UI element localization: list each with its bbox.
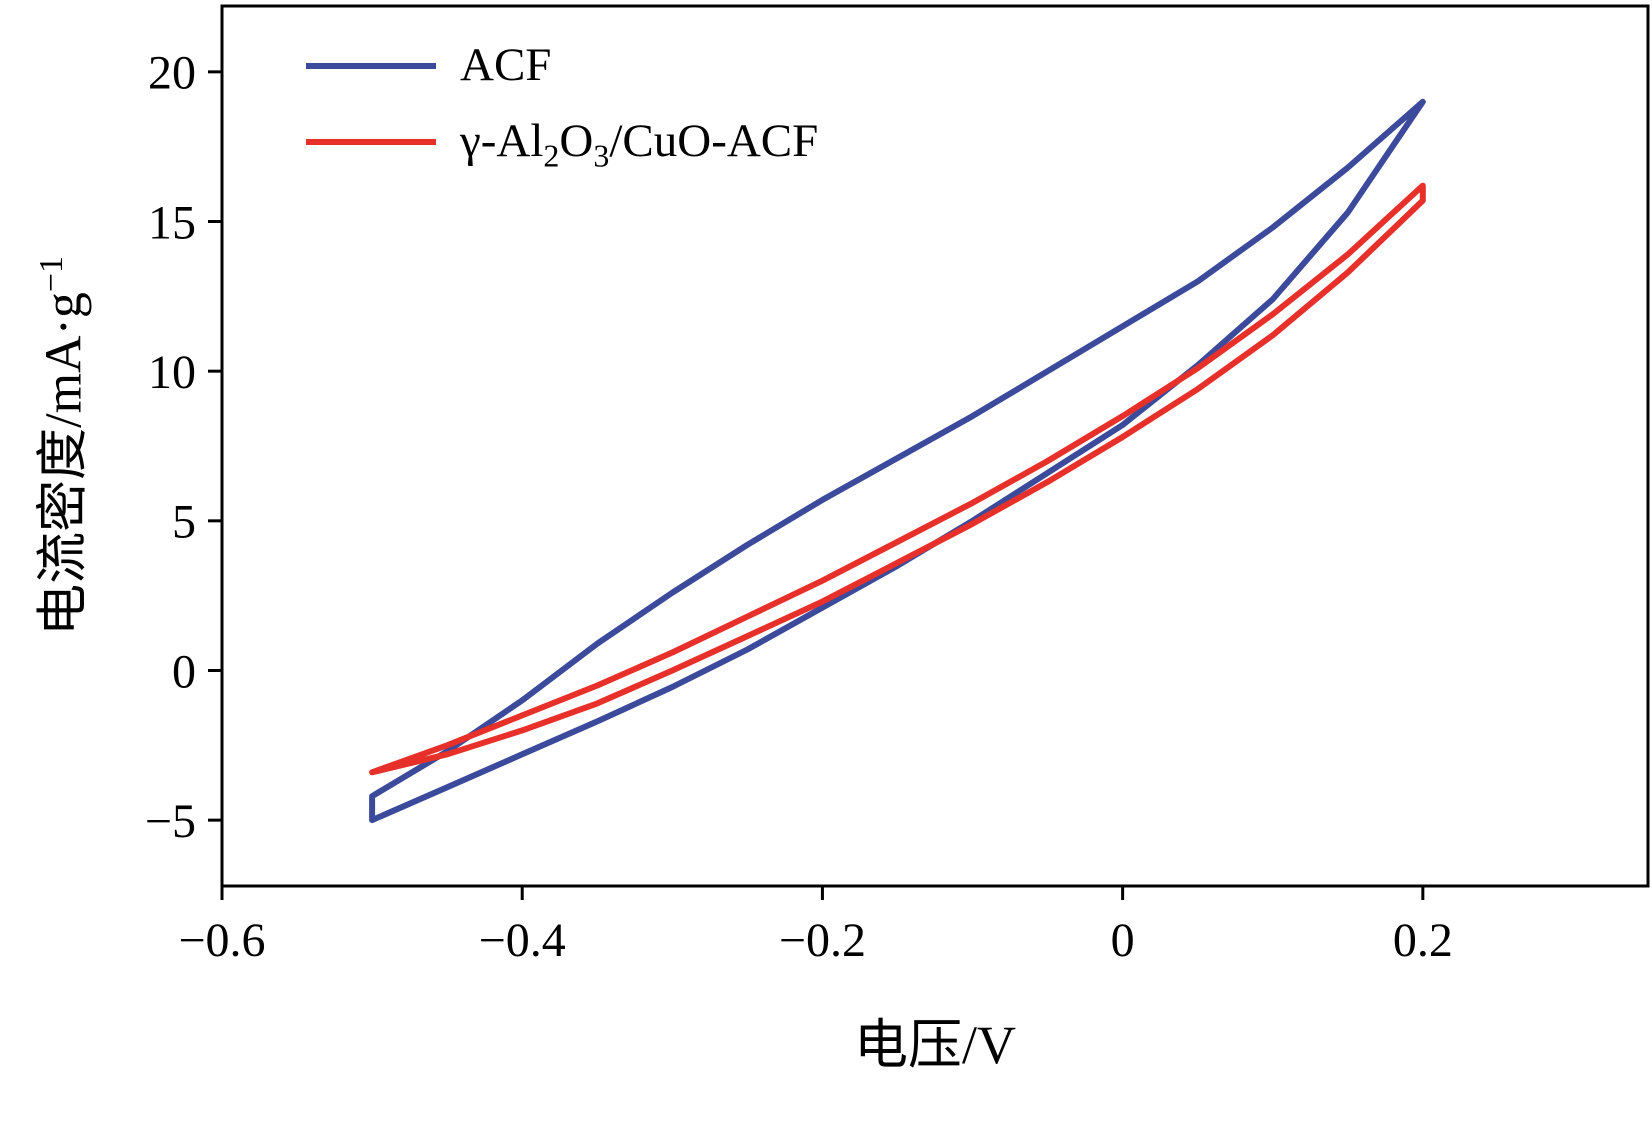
series-path-composite [369,182,1426,776]
legend-label-part: /CuO-ACF [609,114,819,167]
series-path-acf [369,98,1426,824]
x-tick-label: −0.2 [779,914,866,967]
legend-label-part: γ-Al [460,114,544,167]
y-axis-label-text: 电流密度/mA·g [35,292,93,636]
x-tick-label: 0 [1111,914,1135,967]
legend-line-acf [306,62,436,69]
y-tick-label: −5 [145,795,196,848]
y-tick-label: 0 [172,645,196,698]
legend: ACF γ-Al2O3/CuO-ACF [306,39,819,172]
axes-frame [220,4,1650,888]
y-axis-label-superscript: −1 [33,256,71,293]
legend-entry-composite: γ-Al2O3/CuO-ACF [306,114,819,172]
y-tick-label: 15 [148,196,196,249]
y-tick-label: 20 [148,47,196,100]
legend-line-composite [306,138,436,145]
legend-label-composite: γ-Al2O3/CuO-ACF [460,114,819,172]
x-tick-label: 0.2 [1393,914,1453,967]
legend-label-part: ACF [460,39,552,91]
y-tick-label: 5 [172,496,196,549]
legend-label-acf: ACF [460,39,552,92]
y-axis-label: 电流密度/mA·g−1 [21,256,96,636]
legend-label-part: 3 [593,138,610,174]
legend-label-part: O [559,114,594,167]
legend-label-part: 2 [543,138,560,174]
legend-entry-acf: ACF [306,39,818,92]
y-tick-label: 10 [148,346,196,399]
x-tick-label: −0.4 [479,914,566,967]
x-tick-label: −0.6 [178,914,265,967]
x-axis-label: 电压/V [854,1015,1016,1075]
